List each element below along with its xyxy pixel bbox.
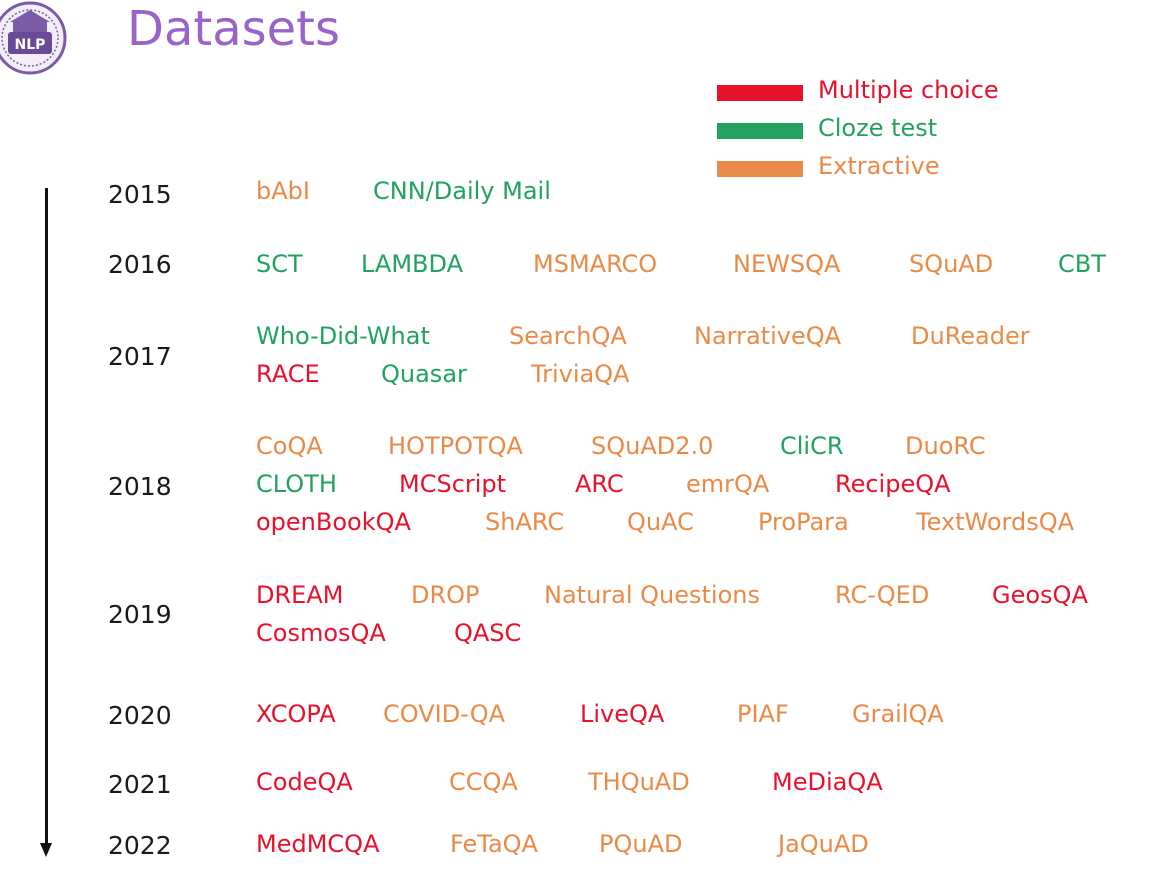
year-2018: 2018 <box>108 472 172 501</box>
dataset-squad2: SQuAD2.0 <box>591 432 714 460</box>
dataset-piaf: PIAF <box>737 700 789 728</box>
legend-swatch-extractive <box>717 161 803 177</box>
dataset-sharc: ShARC <box>485 508 565 536</box>
logo-text: NLP <box>15 37 46 53</box>
year-2016: 2016 <box>108 250 172 279</box>
dataset-clicr: CliCR <box>780 432 844 460</box>
dataset-squad: SQuAD <box>909 250 994 278</box>
legend-label-extractive: Extractive <box>818 152 940 180</box>
dataset-pquad: PQuAD <box>599 830 683 858</box>
dataset-openbookqa: openBookQA <box>256 508 411 536</box>
dataset-natural-questions: Natural Questions <box>544 581 760 609</box>
dataset-codeqa: CodeQA <box>256 768 353 796</box>
legend-swatch-cloze-test <box>717 123 803 139</box>
dataset-duorc: DuoRC <box>905 432 986 460</box>
dataset-fetaqa: FeTaQA <box>450 830 538 858</box>
year-2015: 2015 <box>108 180 172 209</box>
year-2020: 2020 <box>108 701 172 730</box>
dataset-race: RACE <box>256 360 320 388</box>
dataset-emrqa: emrQA <box>686 470 770 498</box>
dataset-quasar: Quasar <box>381 360 467 388</box>
dataset-xcopa: XCOPA <box>256 700 336 728</box>
dataset-recipeqa: RecipeQA <box>835 470 951 498</box>
dataset-newsqa: NEWSQA <box>733 250 841 278</box>
dataset-searchqa: SearchQA <box>509 322 627 350</box>
year-2017: 2017 <box>108 342 172 371</box>
dataset-grailqa: GrailQA <box>852 700 944 728</box>
dataset-mcscript: MCScript <box>399 470 507 498</box>
timeline-arrow-icon <box>40 843 52 857</box>
dataset-rc-qed: RC-QED <box>835 581 930 609</box>
year-2021: 2021 <box>108 770 172 799</box>
dataset-qasc: QASC <box>454 619 522 647</box>
dataset-cosmosqa: CosmosQA <box>256 619 386 647</box>
dataset-covid-qa: COVID-QA <box>383 700 506 728</box>
dataset-cbt: CBT <box>1058 250 1106 278</box>
dataset-lambda: LAMBDA <box>361 250 463 278</box>
legend-label-cloze-test: Cloze test <box>818 114 938 142</box>
dataset-hotpotqa: HOTPOTQA <box>388 432 523 460</box>
dataset-coqa: CoQA <box>256 432 323 460</box>
dataset-jaquad: JaQuAD <box>778 830 869 858</box>
dataset-medmcqa: MedMCQA <box>256 830 380 858</box>
dataset-drop: DROP <box>411 581 480 609</box>
dataset-cloth: CLOTH <box>256 470 337 498</box>
year-2022: 2022 <box>108 831 172 860</box>
dataset-sct: SCT <box>256 250 303 278</box>
page-title: Datasets <box>127 1 340 57</box>
dataset-msmarco: MSMARCO <box>533 250 658 278</box>
dataset-who-did-what: Who-Did-What <box>256 322 430 350</box>
legend-label-multiple-choice: Multiple choice <box>818 76 999 104</box>
dataset-thquad: THQuAD <box>588 768 690 796</box>
nlp-logo: NLP <box>0 1 67 75</box>
dataset-babi: bAbI <box>256 177 310 205</box>
dataset-cnn-daily-mail: CNN/Daily Mail <box>373 177 551 205</box>
dataset-propara: ProPara <box>758 508 849 536</box>
dataset-dream: DREAM <box>256 581 344 609</box>
dataset-textwordsqa: TextWordsQA <box>916 508 1075 536</box>
dataset-mediaqa: MeDiaQA <box>772 768 883 796</box>
dataset-ccqa: CCQA <box>449 768 518 796</box>
dataset-geosqa: GeosQA <box>992 581 1088 609</box>
legend-swatch-multiple-choice <box>717 85 803 101</box>
dataset-narrativeqa: NarrativeQA <box>694 322 842 350</box>
dataset-liveqa: LiveQA <box>580 700 665 728</box>
year-2019: 2019 <box>108 600 172 629</box>
dataset-quac: QuAC <box>627 508 694 536</box>
dataset-triviaqa: TriviaQA <box>531 360 630 388</box>
dataset-dureader: DuReader <box>911 322 1030 350</box>
dataset-arc: ARC <box>575 470 624 498</box>
timeline-axis <box>45 188 48 848</box>
